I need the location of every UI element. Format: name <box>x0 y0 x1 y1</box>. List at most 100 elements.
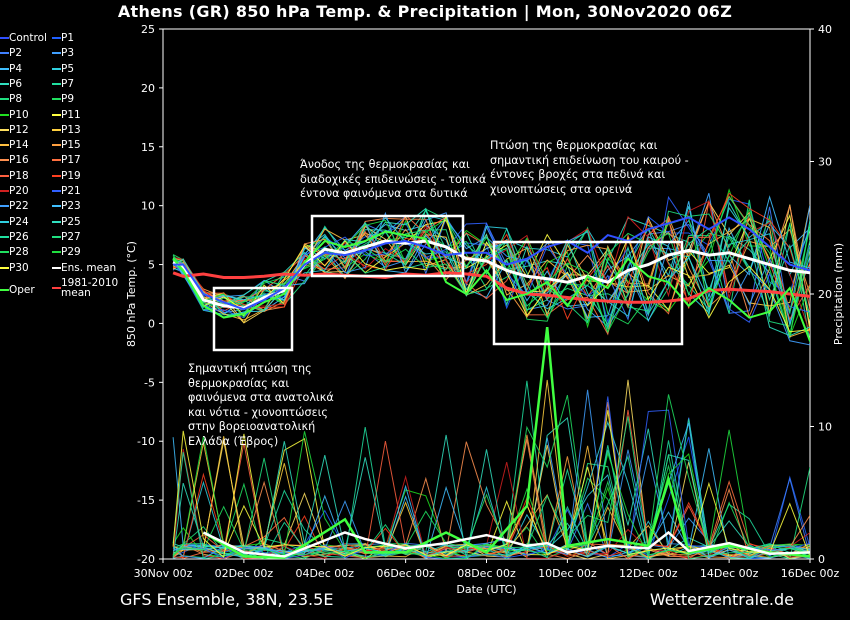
legend-item-p26: P26 <box>0 232 29 242</box>
legend-label: P27 <box>61 230 81 243</box>
legend-swatch <box>52 220 61 223</box>
legend-swatch <box>52 174 61 177</box>
legend-swatch <box>0 128 9 131</box>
legend-item-p4: P4 <box>0 63 22 74</box>
y2-tick-label: 10 <box>818 421 832 434</box>
member-temp-line-p27 <box>172 210 810 324</box>
legend-swatch <box>52 286 61 289</box>
legend-label: P3 <box>61 47 75 60</box>
x-tick-label: 14Dec 00z <box>700 567 759 580</box>
member-temp-line-p29 <box>172 207 810 337</box>
legend-item-p21: P21 <box>52 186 81 196</box>
legend-label: P11 <box>61 108 81 121</box>
member-temp-line-p25 <box>172 201 810 337</box>
legend-swatch <box>52 113 61 116</box>
series-line-oper <box>172 230 810 342</box>
legend-item-p22: P22 <box>0 201 29 212</box>
legend-item-p6: P6 <box>0 79 22 89</box>
x-tick-label: 06Dec 00z <box>376 567 435 580</box>
legend-swatch <box>0 220 9 223</box>
legend-swatch <box>52 205 61 208</box>
legend-swatch <box>52 159 61 162</box>
member-precip-line-p23 <box>172 422 810 559</box>
y-tick-label: -15 <box>137 494 155 507</box>
legend-label: P1 <box>61 32 75 44</box>
legend-item-p12: P12 <box>0 125 29 135</box>
legend-item-p18: P18 <box>0 170 29 181</box>
legend-swatch <box>52 251 61 254</box>
y2-tick-label: 20 <box>818 288 832 301</box>
legend-swatch <box>0 98 9 101</box>
y-tick-label: 25 <box>141 23 155 36</box>
legend-item-1981-2010-mean: 1981-2010 mean <box>52 278 118 298</box>
x-tick-label: 02Dec 00z <box>215 567 274 580</box>
legend-swatch <box>0 205 9 208</box>
member-temp-line-p19 <box>172 192 810 321</box>
legend-swatch <box>0 174 9 177</box>
legend-item-p29: P29 <box>52 247 81 257</box>
y2-tick-label: 40 <box>818 23 832 36</box>
chart-title: Athens (GR) 850 hPa Temp. & Precipitatio… <box>117 2 733 21</box>
legend-swatch <box>0 37 9 39</box>
y2-axis-label: Precipitation (mm) <box>832 243 845 345</box>
legend-label: P6 <box>9 77 23 90</box>
legend-item-p9: P9 <box>52 94 74 104</box>
x-tick-label: 10Dec 00z <box>538 567 597 580</box>
x-tick-label: 16Dec 00z <box>781 567 840 580</box>
y-tick-label: 10 <box>141 200 155 213</box>
legend-swatch <box>52 235 61 238</box>
legend-label: 1981-2010 mean <box>61 276 119 299</box>
y-tick-label: -10 <box>137 435 155 448</box>
legend-label: P29 <box>61 246 81 259</box>
x-tick-label: 12Dec 00z <box>619 567 678 580</box>
legend-label: P28 <box>9 246 29 259</box>
member-temp-line-p18 <box>173 201 810 321</box>
legend-swatch <box>0 67 9 70</box>
legend-label: P8 <box>9 93 23 106</box>
legend-swatch <box>52 52 61 55</box>
legend-label: P5 <box>61 62 75 75</box>
legend-item-p30: P30 <box>0 261 29 274</box>
legend-item-p24: P24 <box>0 216 29 227</box>
legend-item-p28: P28 <box>0 247 29 257</box>
legend-swatch <box>0 52 9 55</box>
legend-item-control: Control <box>0 33 47 43</box>
legend-label: P30 <box>9 261 29 274</box>
legend-item-p10: P10 <box>0 108 29 121</box>
y2-tick-label: 0 <box>818 553 825 566</box>
legend-item-p15: P15 <box>52 140 81 150</box>
member-temp-line-p28 <box>172 195 810 319</box>
highlight-box-warm <box>310 214 465 278</box>
legend-label: P14 <box>9 139 29 152</box>
legend-item-p7: P7 <box>52 79 74 89</box>
footer-model-info: GFS Ensemble, 38N, 23.5E <box>120 590 334 609</box>
y-tick-label: 0 <box>148 317 155 330</box>
legend-label: P23 <box>61 200 81 213</box>
precip-oper-line <box>202 326 810 559</box>
x-tick-label: 08Dec 00z <box>457 567 516 580</box>
legend-item-p20: P20 <box>0 186 29 196</box>
y2-tick-label: 30 <box>818 156 832 169</box>
legend-label: Oper <box>9 284 35 297</box>
member-precip-line-p18 <box>172 409 810 559</box>
legend-swatch <box>0 266 9 269</box>
legend-swatch <box>52 67 61 70</box>
legend-label: P12 <box>9 123 29 136</box>
legend-item-oper: Oper <box>0 284 35 297</box>
legend-label: P17 <box>61 154 81 167</box>
legend-item-p1: P1 <box>52 33 74 43</box>
annotation-cold-drop: Σημαντική πτώση της θερμοκρασίας και φαι… <box>188 362 334 448</box>
legend-label: P10 <box>9 108 29 121</box>
legend-item-ens-mean: Ens. mean <box>52 262 116 273</box>
legend-swatch <box>52 266 61 269</box>
precip-ens-mean-line <box>202 530 810 558</box>
legend-label: P9 <box>61 93 75 106</box>
series-line-control <box>173 216 810 311</box>
legend-label: P16 <box>9 154 29 167</box>
legend-label: P7 <box>61 77 75 90</box>
member-temp-line-p30 <box>172 214 810 333</box>
footer-site: Wetterzentrale.de <box>649 590 794 609</box>
y-tick-label: -20 <box>137 553 155 566</box>
legend-item-p16: P16 <box>0 154 29 167</box>
